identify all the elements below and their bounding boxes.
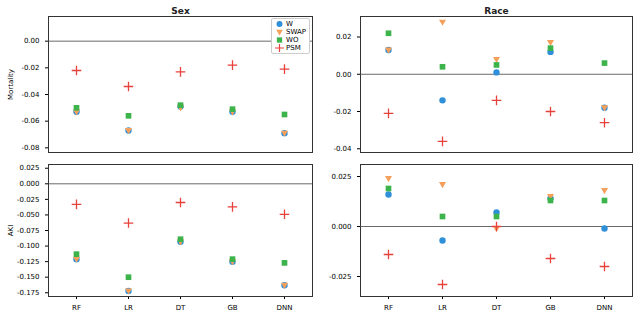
html-text:PSM: PSM xyxy=(286,44,301,52)
svg-text:Sex: Sex xyxy=(171,6,190,16)
svg-text:-0.175: -0.175 xyxy=(17,289,40,297)
svg-text:-0.02: -0.02 xyxy=(21,64,39,72)
svg-text:0.000: 0.000 xyxy=(19,180,39,188)
svg-text:Race: Race xyxy=(484,6,508,16)
svg-text:RF: RF xyxy=(72,304,81,312)
svg-text:-0.025: -0.025 xyxy=(329,273,352,281)
svg-text:0.025: 0.025 xyxy=(331,173,351,181)
html-text:WO: WO xyxy=(286,36,299,44)
svg-text:-0.04: -0.04 xyxy=(21,91,40,99)
svg-text:LR: LR xyxy=(438,304,447,312)
svg-text:GB: GB xyxy=(227,304,237,312)
svg-text:-0.150: -0.150 xyxy=(17,273,40,281)
svg-text:-0.125: -0.125 xyxy=(17,258,40,266)
svg-text:0.02: 0.02 xyxy=(336,33,352,41)
svg-text:0.000: 0.000 xyxy=(331,223,351,231)
svg-text:0.00: 0.00 xyxy=(24,37,40,45)
svg-text:0.025: 0.025 xyxy=(19,164,39,172)
svg-text:-0.04: -0.04 xyxy=(333,145,352,153)
svg-text:-0.050: -0.050 xyxy=(17,211,40,219)
svg-text:DNN: DNN xyxy=(277,304,293,312)
svg-text:DT: DT xyxy=(176,304,186,312)
svg-text:AKI: AKI xyxy=(7,225,15,236)
svg-text:-0.06: -0.06 xyxy=(21,117,40,125)
svg-text:LR: LR xyxy=(124,304,133,312)
svg-text:DNN: DNN xyxy=(597,304,613,312)
svg-text:-0.075: -0.075 xyxy=(17,227,40,235)
svg-text:-0.02: -0.02 xyxy=(333,108,351,116)
html-text:SWAP: SWAP xyxy=(286,28,306,36)
svg-text:GB: GB xyxy=(545,304,555,312)
html-text:W: W xyxy=(286,20,293,28)
svg-text:DT: DT xyxy=(492,304,502,312)
svg-text:RF: RF xyxy=(384,304,393,312)
svg-text:-0.08: -0.08 xyxy=(21,144,39,152)
svg-text:Mortality: Mortality xyxy=(7,69,15,100)
svg-text:-0.100: -0.100 xyxy=(17,242,40,250)
svg-text:-0.025: -0.025 xyxy=(17,196,40,204)
svg-text:0.00: 0.00 xyxy=(336,70,352,78)
